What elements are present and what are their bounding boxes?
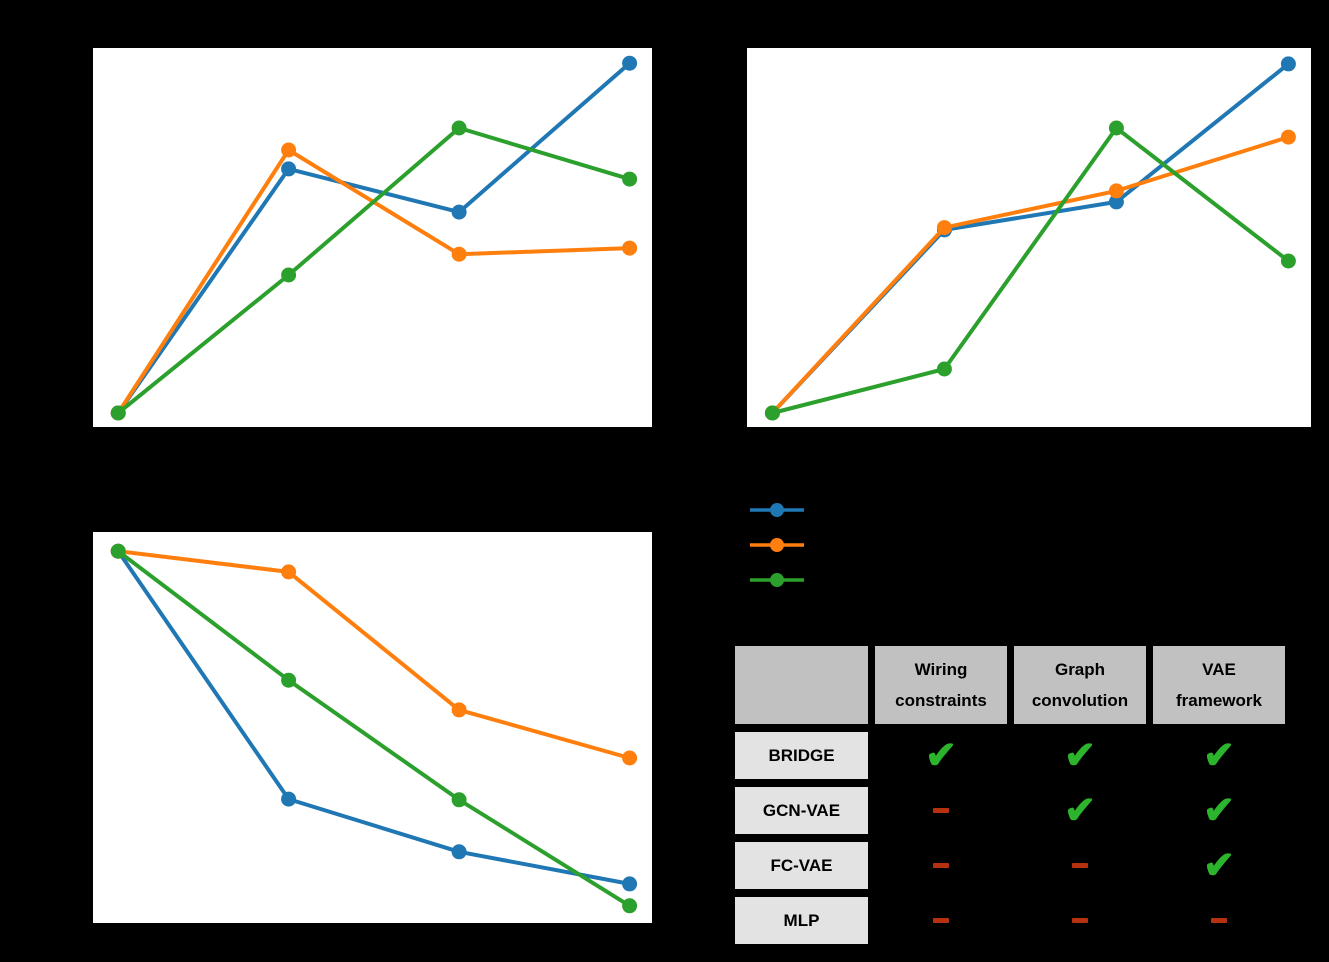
dash-icon [933, 808, 949, 813]
series-green-marker [1108, 120, 1124, 136]
table-row-label-text: FC-VAE [770, 855, 833, 875]
dash-icon [933, 918, 949, 923]
series-orange-line [116, 549, 632, 760]
table-row-label-text: MLP [783, 910, 820, 930]
table-row-label-text: GCN-VAE [762, 800, 841, 820]
series-blue-marker [281, 161, 297, 177]
table-row-label: FC-VAE [733, 840, 870, 891]
series-orange-marker [936, 220, 952, 236]
chart-top-right [747, 48, 1311, 427]
series-blue-marker [281, 791, 297, 807]
series-orange-marker [281, 142, 297, 158]
dash-icon [933, 863, 949, 868]
check-icon: ✔ [1064, 789, 1096, 832]
check-icon: ✔ [1064, 734, 1096, 777]
table-header-line2: constraints [895, 691, 987, 710]
series-orange-line [770, 135, 1291, 415]
table-row-label: MLP [733, 895, 870, 946]
legend-marker [770, 503, 784, 517]
series-green-marker [622, 898, 638, 914]
series-green-marker [764, 405, 780, 421]
table-row-label: GCN-VAE [733, 785, 870, 836]
series-green-marker [110, 543, 126, 559]
table-header-cell: Wiring constraints [873, 644, 1009, 726]
series-green-marker [1280, 253, 1296, 269]
comparison-table: Wiring constraints Graph convolution VAE fram… [733, 644, 1287, 946]
table-value-cell: ✔ [1151, 785, 1287, 836]
legend-key-icon [750, 538, 804, 552]
table-value-cell [873, 785, 1009, 836]
table-row-label-text: BRIDGE [768, 745, 835, 765]
table-value-cell: ✔ [1012, 785, 1148, 836]
legend-entry-series-green [748, 572, 806, 588]
series-blue-marker [451, 204, 467, 220]
dash-icon [1211, 918, 1227, 923]
series-green-marker [110, 405, 126, 421]
series-green-line [116, 126, 632, 415]
series-blue-line [770, 61, 1291, 415]
check-icon: ✔ [925, 734, 957, 777]
legend-marker [770, 538, 784, 552]
table-header-line2: framework [1176, 691, 1262, 710]
table-header-cell: VAE framework [1151, 644, 1287, 726]
table-value-cell [1151, 895, 1287, 946]
table-header-cell: Graph convolution [1012, 644, 1148, 726]
table-header-line2: convolution [1031, 691, 1129, 710]
chart-plot-area [110, 543, 638, 914]
series-orange-marker [451, 246, 467, 262]
series-green-line [770, 126, 1291, 415]
table-value-cell [1012, 840, 1148, 891]
check-icon: ✔ [1203, 844, 1235, 887]
series-blue-marker [622, 876, 638, 892]
table-value-cell: ✔ [873, 730, 1009, 781]
table-value-cell: ✔ [1151, 840, 1287, 891]
series-green-line [116, 549, 632, 908]
series-orange-marker [1280, 129, 1296, 145]
dash-icon [1072, 863, 1088, 868]
table-value-cell [873, 840, 1009, 891]
series-green-marker [281, 267, 297, 283]
table-row-label: BRIDGE [733, 730, 870, 781]
table-corner-cell [733, 644, 870, 726]
dash-icon [1072, 918, 1088, 923]
series-blue-line [116, 549, 632, 886]
series-orange-marker [451, 702, 467, 718]
chart-plot-area [764, 56, 1296, 421]
legend [748, 502, 806, 607]
legend-key-icon [750, 503, 804, 517]
series-orange-marker [281, 564, 297, 580]
series-green-marker [622, 171, 638, 187]
table-header-line1: Wiring [914, 660, 968, 679]
series-blue-line [116, 61, 632, 415]
table-value-cell [1012, 895, 1148, 946]
table-value-cell: ✔ [1012, 730, 1148, 781]
series-blue-marker [1108, 194, 1124, 210]
series-green-marker [451, 120, 467, 136]
legend-entry-series-blue [748, 502, 806, 518]
chart-top-left [93, 48, 652, 427]
table-header-line1: VAE [1202, 660, 1236, 679]
series-green-marker [936, 361, 952, 377]
chart-plot-area [110, 55, 638, 421]
series-orange-marker [622, 240, 638, 256]
series-green-marker [281, 672, 297, 688]
table-value-cell [873, 895, 1009, 946]
legend-marker [770, 573, 784, 587]
chart-bottom-left [93, 532, 652, 923]
series-orange-marker [1108, 183, 1124, 199]
series-green-marker [451, 792, 467, 808]
table-header-line1: Graph [1054, 660, 1106, 679]
legend-key-icon [750, 573, 804, 587]
series-orange-marker [622, 750, 638, 766]
series-blue-marker [622, 55, 638, 71]
series-blue-marker [1280, 56, 1296, 72]
table-value-cell: ✔ [1151, 730, 1287, 781]
check-icon: ✔ [1203, 789, 1235, 832]
check-icon: ✔ [1203, 734, 1235, 777]
legend-entry-series-orange [748, 537, 806, 553]
series-blue-marker [451, 844, 467, 860]
